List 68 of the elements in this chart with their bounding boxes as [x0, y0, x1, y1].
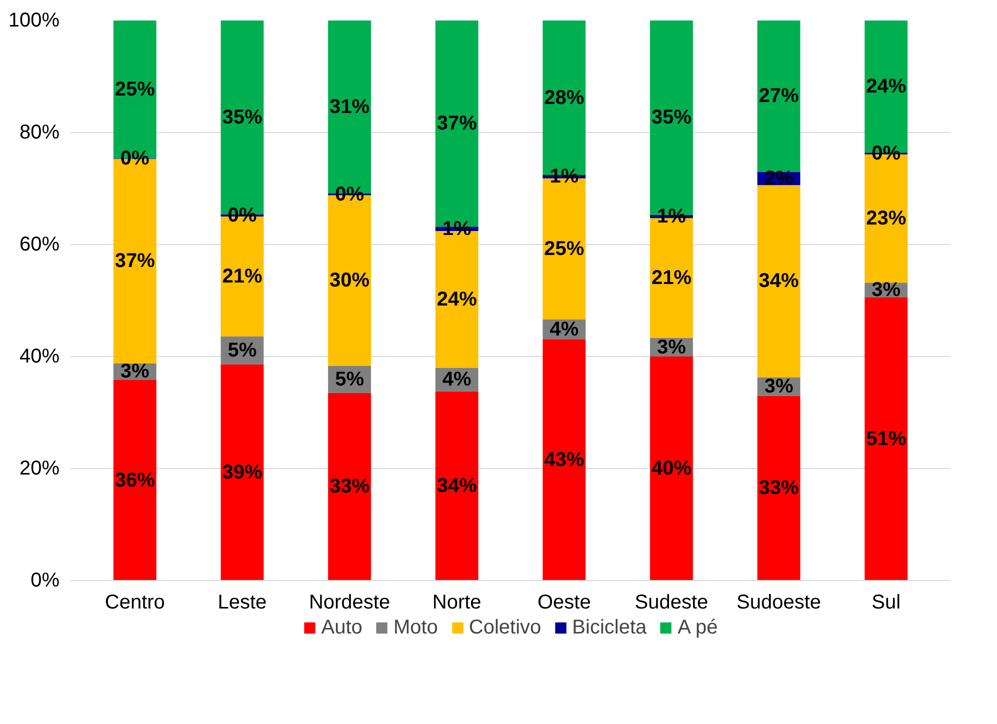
data-label: 25%: [544, 238, 584, 260]
data-label: 30%: [330, 270, 370, 292]
legend-label: Bicicleta: [572, 616, 647, 639]
data-label: 5%: [335, 368, 364, 390]
data-label: 24%: [866, 76, 906, 98]
data-label: 2%: [764, 167, 794, 190]
x-tick-label: Oeste: [537, 592, 591, 614]
data-label: 28%: [544, 86, 584, 109]
data-label: 34%: [758, 270, 800, 292]
data-label: 4%: [550, 318, 579, 340]
bar: [328, 392, 371, 580]
data-label: 1%: [442, 218, 472, 240]
data-label: 51%: [866, 428, 906, 450]
y-tick-label: 0%: [30, 570, 60, 592]
data-label: 35%: [651, 106, 692, 129]
bar: [542, 339, 586, 580]
bar: [650, 356, 693, 580]
y-tick-label: 100%: [8, 10, 60, 32]
data-label: 1%: [550, 166, 579, 188]
data-label: 3%: [764, 375, 794, 398]
x-tick-label: Norte: [432, 592, 482, 614]
data-label: 33%: [330, 476, 370, 498]
data-label: 24%: [436, 288, 478, 310]
bar: [864, 297, 908, 580]
data-label: 0%: [335, 183, 364, 206]
legend-label: A pé: [678, 616, 718, 639]
data-label: 3%: [657, 336, 686, 358]
data-label: 3%: [120, 360, 150, 383]
data-label: 5%: [228, 339, 257, 362]
data-label: 0%: [228, 204, 257, 226]
data-label: 1%: [657, 206, 686, 228]
data-label: 27%: [758, 85, 800, 108]
data-label: 37%: [436, 112, 478, 135]
data-label: 31%: [330, 96, 370, 118]
y-tick-label: 60%: [19, 234, 60, 256]
y-tick-label: 20%: [19, 458, 60, 480]
x-tick-label: Centro: [104, 592, 165, 614]
data-label: 0%: [872, 142, 901, 164]
data-label: 33%: [758, 477, 800, 500]
data-label: 25%: [114, 78, 156, 100]
legend-label: Auto: [321, 616, 362, 639]
y-tick-label: 80%: [19, 122, 60, 144]
y-tick-label: 40%: [19, 346, 60, 368]
data-label: 40%: [651, 458, 692, 480]
data-label: 21%: [651, 267, 692, 290]
data-label: 23%: [866, 207, 906, 230]
bar: [757, 396, 800, 580]
data-label: 37%: [114, 250, 156, 272]
legend-label: Coletivo: [468, 616, 542, 639]
x-tick-label: Sudoeste: [736, 592, 822, 614]
x-tick-label: Nordeste: [308, 592, 390, 614]
data-label: 43%: [544, 448, 584, 471]
data-label: 4%: [442, 368, 472, 390]
bar: [757, 20, 800, 172]
bar: [757, 185, 800, 378]
x-tick-label: Sul: [872, 592, 901, 614]
x-tick-label: Sudeste: [634, 592, 708, 614]
data-label: 34%: [436, 474, 478, 497]
data-label: 21%: [222, 265, 262, 288]
bar: [220, 364, 264, 580]
data-label: 39%: [222, 461, 262, 484]
data-label: 3%: [872, 278, 901, 301]
bar: [435, 391, 478, 580]
data-label: 35%: [222, 106, 262, 128]
x-tick-label: Leste: [218, 592, 267, 614]
bar: [113, 380, 156, 580]
data-label: 36%: [114, 469, 156, 492]
legend-label: Moto: [393, 616, 438, 639]
